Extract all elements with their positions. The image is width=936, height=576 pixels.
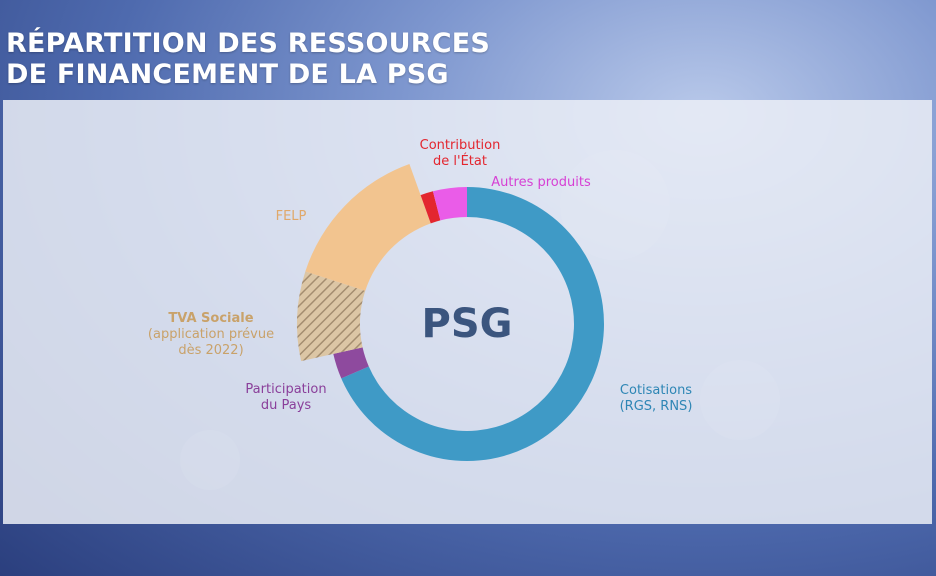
slice-label-tva: TVA Sociale (application prévue dès 2022) <box>148 311 274 358</box>
slice-autres <box>432 187 467 221</box>
title-line-2: DE FINANCEMENT DE LA PSG <box>6 59 449 90</box>
title-line-1: RÉPARTITION DES RESSOURCES <box>6 28 491 59</box>
slice-label-etat: Contribution de l'État <box>420 138 501 169</box>
slice-label-line: Contribution <box>420 138 501 153</box>
slice-participation <box>333 347 369 379</box>
page-title: RÉPARTITION DES RESSOURCES DE FINANCEMEN… <box>6 28 490 90</box>
slice-label-line: du Pays <box>261 398 312 413</box>
slice-label-line: FELP <box>276 209 307 224</box>
slice-label-cotisations: Cotisations (RGS, RNS) <box>620 383 693 414</box>
slice-label-felp: FELP <box>276 209 307 224</box>
slice-etat <box>420 191 441 224</box>
slice-label-autres: Autres produits <box>491 175 591 190</box>
donut-slices <box>296 164 604 461</box>
slice-felp <box>305 164 431 291</box>
slice-label-line: Participation <box>245 382 326 397</box>
slice-labels: Cotisations (RGS, RNS) Participation du Pay… <box>148 138 692 414</box>
donut-center-label: PSG <box>422 301 513 347</box>
slice-label-line: dès 2022) <box>178 343 243 358</box>
slice-label-line: Autres produits <box>491 175 591 190</box>
slice-label-line: Cotisations <box>620 383 692 398</box>
slice-label-line: TVA Sociale <box>168 311 253 326</box>
slice-label-participation: Participation du Pays <box>245 382 326 413</box>
slice-label-line: (application prévue <box>148 327 274 342</box>
slice-tva <box>296 271 366 362</box>
slice-label-line: (RGS, RNS) <box>620 399 693 414</box>
slice-label-line: de l'État <box>433 153 487 169</box>
